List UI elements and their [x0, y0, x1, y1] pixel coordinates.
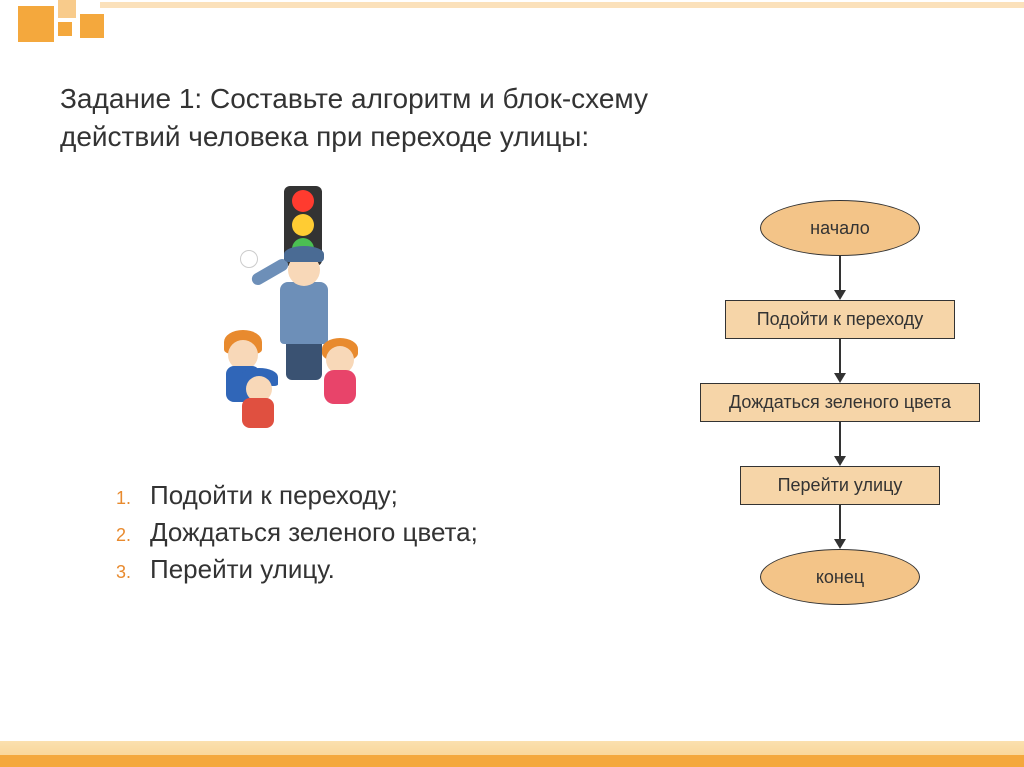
- list-text: Подойти к переходу;: [150, 480, 398, 511]
- flowchart-arrow: [830, 505, 850, 549]
- flowchart-arrow: [830, 256, 850, 300]
- traffic-scene: [180, 190, 420, 430]
- traffic-light-red: [292, 190, 314, 212]
- footer-bar: [0, 755, 1024, 767]
- top-accent-bar: [100, 2, 1024, 8]
- deco-square: [80, 14, 104, 38]
- slide-content: Задание 1: Составьте алгоритм и блок-схе…: [60, 80, 984, 727]
- flowchart-process: Дождаться зеленого цвета: [700, 383, 980, 422]
- title-line-2: действий человека при переходе улицы:: [60, 121, 589, 152]
- child3-body: [242, 398, 274, 428]
- flowchart-arrow: [830, 422, 850, 466]
- policeman-hand: [240, 250, 258, 268]
- list-item: 3. Перейти улицу.: [100, 554, 478, 585]
- policeman-body: [280, 282, 328, 344]
- flowchart-terminal: конец: [760, 549, 920, 605]
- list-number: 1.: [100, 488, 150, 509]
- list-item: 2. Дождаться зеленого цвета;: [100, 517, 478, 548]
- list-text: Дождаться зеленого цвета;: [150, 517, 478, 548]
- flowchart-terminal: начало: [760, 200, 920, 256]
- list-number: 3.: [100, 562, 150, 583]
- child2-body: [324, 370, 356, 404]
- policeman-legs: [286, 340, 322, 380]
- flowchart: начало Подойти к переходу Дождаться зелено…: [680, 200, 1000, 605]
- list-number: 2.: [100, 525, 150, 546]
- traffic-crossing-illustration: [180, 190, 420, 430]
- flowchart-process: Подойти к переходу: [725, 300, 955, 339]
- deco-square: [58, 0, 76, 18]
- title-line-1: Задание 1: Составьте алгоритм и блок-схе…: [60, 83, 648, 114]
- traffic-light-yellow: [292, 214, 314, 236]
- deco-square: [58, 22, 72, 36]
- deco-square: [18, 6, 54, 42]
- flowchart-process: Перейти улицу: [740, 466, 940, 505]
- list-item: 1. Подойти к переходу;: [100, 480, 478, 511]
- flowchart-arrow: [830, 339, 850, 383]
- algorithm-steps-list: 1. Подойти к переходу; 2. Дождаться зеле…: [100, 480, 478, 591]
- list-text: Перейти улицу.: [150, 554, 335, 585]
- slide-title: Задание 1: Составьте алгоритм и блок-схе…: [60, 80, 984, 156]
- policeman-hat: [284, 246, 324, 262]
